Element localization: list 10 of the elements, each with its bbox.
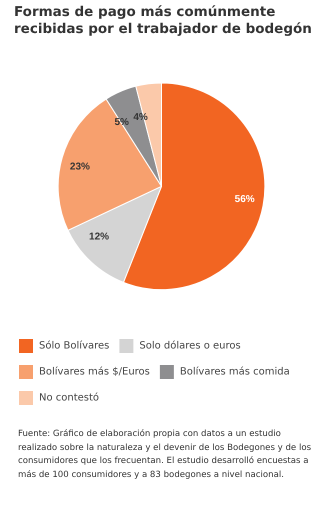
legend-label: Bolívares más comida [180, 366, 290, 378]
legend-label: No contestó [39, 392, 100, 404]
legend-label: Solo dólares o euros [139, 340, 241, 352]
legend-label: Sólo Bolívares [39, 340, 110, 352]
chart-title: Formas de pago más comúnmente recibidas por el trabajador de bodegón [14, 4, 313, 38]
data-label: 12% [89, 231, 110, 242]
data-label: 56% [234, 194, 255, 205]
data-label: 23% [70, 161, 90, 172]
legend-label: Bolívares más $/Euros [39, 366, 150, 378]
source-note: Fuente: Gráfico de elaboración propia con datos a un estudio realizado sobre la naturaleza y el devenir de los Bodegones y de los consumidores que los frecuentan. El estudio desarrolló encuestas a más de 100 consumidores y a 83 bodegones a nivel nacional. [18, 428, 312, 482]
